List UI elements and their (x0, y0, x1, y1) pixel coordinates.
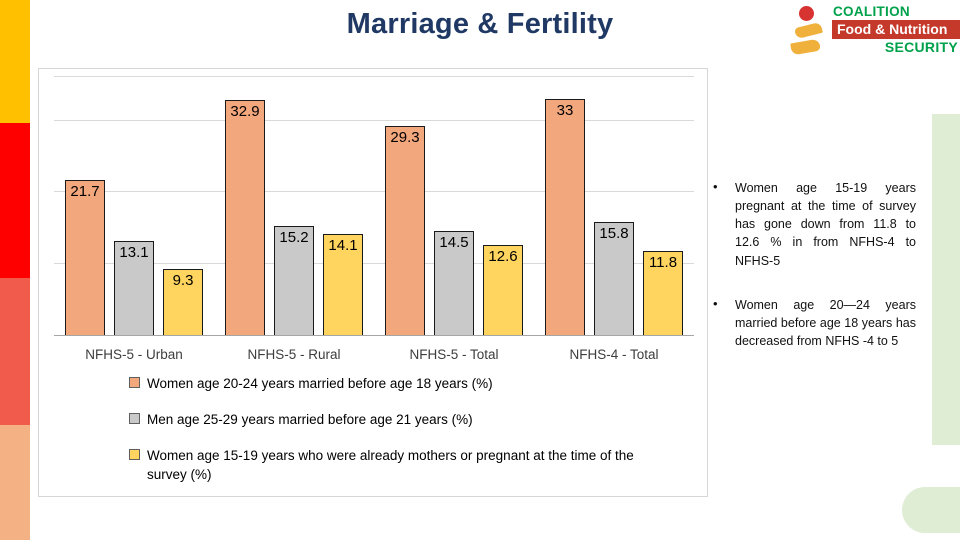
left-accent-bar (0, 0, 30, 540)
bottom-right-accent-pill (902, 487, 960, 533)
bar: 14.5 (434, 231, 474, 335)
left-band-gold (0, 0, 30, 123)
gridline-30 (54, 119, 694, 121)
bullet-list: Women age 15-19 years pregnant at the ti… (708, 178, 916, 376)
bar-groups: 21.7 13.1 9.3 32.9 15.2 14.1 29.3 14.5 12.6 33 15.… (54, 77, 694, 335)
x-axis-label: NFHS-5 - Total (409, 347, 499, 362)
x-axis-label: NFHS-4 - Total (569, 347, 659, 362)
logo: COALITION Food & Nutrition SECURITY (788, 4, 960, 58)
bar-group: 29.3 14.5 12.6 (374, 125, 534, 335)
legend-swatch (129, 449, 140, 461)
bar: 21.7 (65, 179, 105, 335)
bar-value-label: 11.8 (648, 253, 678, 271)
logo-coalition-label: COALITION (833, 4, 910, 19)
bar-value-label: 14.1 (328, 237, 358, 255)
bar: 13.1 (114, 241, 154, 335)
bar-chart-plot-area: 21.7 13.1 9.3 32.9 15.2 14.1 29.3 14.5 12.6 33 15.… (54, 76, 694, 336)
bar: 15.8 (594, 222, 634, 335)
bar-value-label: 32.9 (230, 102, 260, 120)
legend-item: Men age 25-29 years married before age 2… (129, 410, 704, 429)
legend-swatch (129, 413, 140, 425)
left-band-coral (0, 278, 30, 425)
bar: 32.9 (225, 99, 265, 335)
bar: 33 (545, 99, 585, 335)
logo-food-nutrition-label: Food & Nutrition (832, 20, 960, 39)
bar: 29.3 (385, 125, 425, 335)
left-band-peach (0, 425, 30, 540)
x-axis: NFHS-5 - Urban NFHS-5 - Rural NFHS-5 - Tot… (54, 347, 694, 362)
bar-group: 21.7 13.1 9.3 (54, 179, 214, 335)
bar: 11.8 (643, 250, 683, 335)
bar-value-label: 12.6 (488, 247, 518, 265)
chart-legend: Women age 20-24 years married before age… (129, 374, 704, 485)
bar: 9.3 (163, 268, 203, 335)
bar-value-label: 33 (556, 102, 574, 120)
page-title: Marriage & Fertility (346, 8, 614, 40)
logo-head-circle (799, 6, 814, 21)
legend-label: Women age 15-19 years who were already m… (147, 448, 634, 483)
logo-swoosh-icon (790, 38, 821, 56)
bar-value-label: 15.2 (279, 229, 309, 247)
bar: 15.2 (274, 226, 314, 335)
logo-swoosh-icon (794, 21, 823, 40)
bar-value-label: 14.5 (439, 234, 469, 252)
logo-person-icon (788, 4, 832, 58)
bar-group: 32.9 15.2 14.1 (214, 99, 374, 335)
bar-value-label: 9.3 (172, 271, 194, 289)
bar-value-label: 21.7 (70, 182, 100, 200)
logo-security-label: SECURITY (884, 39, 958, 55)
bar: 14.1 (323, 234, 363, 335)
right-accent-bar (932, 114, 960, 445)
legend-label: Men age 25-29 years married before age 2… (147, 412, 473, 428)
legend-label: Women age 20-24 years married before age… (147, 376, 493, 391)
gridline-20 (54, 191, 694, 192)
x-axis-label: NFHS-5 - Urban (85, 347, 183, 362)
left-band-red (0, 123, 30, 278)
legend-item: Women age 15-19 years who were already m… (129, 446, 704, 484)
bar-group: 33 15.8 11.8 (534, 99, 694, 335)
chart-panel: 21.7 13.1 9.3 32.9 15.2 14.1 29.3 14.5 12.6 33 15.… (38, 68, 708, 497)
bar: 12.6 (483, 244, 523, 335)
logo-text: COALITION Food & Nutrition SECURITY (832, 4, 960, 55)
legend-item: Women age 20-24 years married before age… (129, 374, 704, 393)
gridline-10 (54, 262, 694, 264)
bullet-item: Women age 15-19 years pregnant at the ti… (708, 178, 916, 270)
legend-swatch (129, 377, 140, 388)
bar-value-label: 29.3 (390, 128, 420, 146)
bar-value-label: 13.1 (119, 244, 149, 262)
bar-value-label: 15.8 (599, 225, 629, 243)
x-axis-label: NFHS-5 - Rural (247, 347, 341, 362)
bullet-item: Women age 20—24 years married before age… (708, 295, 916, 350)
